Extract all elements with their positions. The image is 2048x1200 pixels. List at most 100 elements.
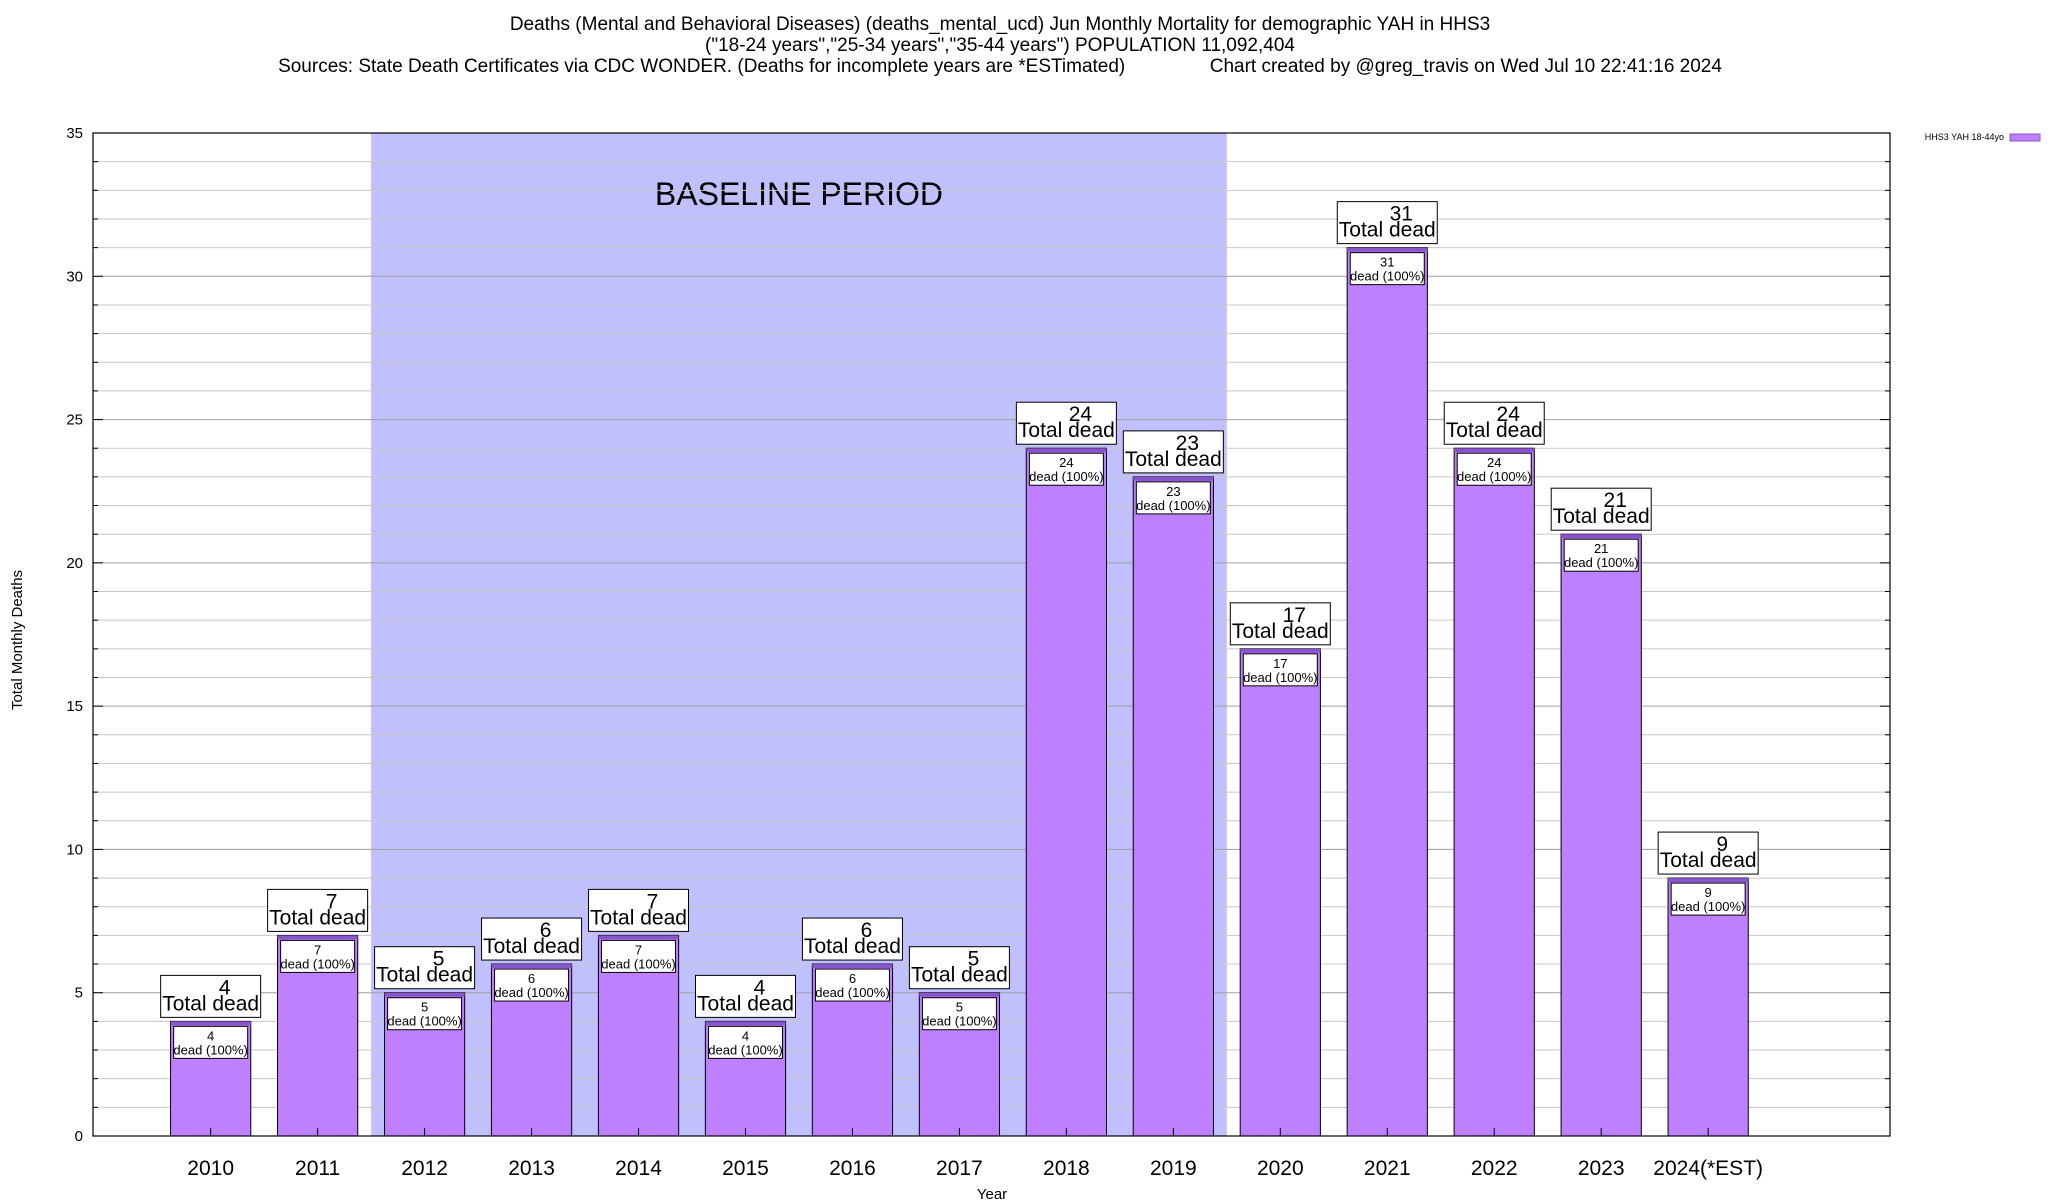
x-tick-label: 2020	[1257, 1157, 1304, 1180]
inner-label-box	[1563, 538, 1639, 572]
bar	[1560, 533, 1642, 1137]
baseline-period-label: BASELINE PERIOD	[655, 176, 943, 212]
total-label-value: 5	[433, 948, 445, 971]
total-label-text: Total dead	[1339, 219, 1436, 242]
total-label-value: 6	[540, 919, 552, 942]
bar	[1453, 447, 1535, 1137]
x-tick-label: 2014	[615, 1157, 662, 1180]
bar-top-segment	[491, 964, 572, 969]
y-axis-label: Total Monthly Deaths	[9, 570, 26, 710]
x-tick-label: 2017	[936, 1157, 983, 1180]
total-label-box	[1550, 487, 1652, 531]
total-label-text: Total dead	[590, 906, 687, 929]
total-label-value: 23	[1176, 432, 1199, 455]
bar-top-segment	[277, 935, 358, 940]
legend-label: HHS3 YAH 18-44yo	[1925, 132, 2004, 142]
inner-label-value: 6	[849, 971, 856, 986]
bar-top-segment	[812, 964, 893, 969]
total-label-value: 31	[1390, 203, 1413, 226]
inner-label-box	[1349, 252, 1425, 286]
inner-label-text: dead (100%)	[173, 1042, 247, 1057]
title-credit: Chart created by @greg_travis on Wed Jul…	[1209, 56, 1722, 77]
bar-top-segment	[1133, 476, 1214, 481]
inner-label-value: 31	[1380, 255, 1394, 270]
inner-label-text: dead (100%)	[1243, 670, 1317, 685]
inner-label-text: dead (100%)	[1136, 498, 1210, 513]
legend-swatch	[2009, 133, 2041, 142]
inner-label-text: dead (100%)	[1029, 469, 1103, 484]
inner-label-value: 4	[207, 1028, 214, 1043]
total-label-value: 7	[326, 890, 338, 913]
total-label-box	[588, 888, 690, 932]
x-tick-label: 2018	[1043, 1157, 1090, 1180]
total-label-text: Total dead	[804, 935, 901, 958]
x-tick-label: 2013	[508, 1157, 555, 1180]
bar-top-segment	[1347, 247, 1428, 252]
plot-frame	[92, 132, 1891, 1137]
x-tick-label: 2024(*EST)	[1653, 1157, 1763, 1180]
total-label-box	[481, 917, 583, 961]
bar-top-segment	[1240, 648, 1321, 653]
x-tick-label: 2021	[1364, 1157, 1411, 1180]
inner-label-box	[173, 1025, 249, 1059]
x-tick-label: 2022	[1471, 1157, 1518, 1180]
bar-top-segment	[705, 1021, 786, 1026]
x-tick-label: 2019	[1150, 1157, 1197, 1180]
total-label-text: Total dead	[697, 992, 794, 1015]
bar-top-segment	[1668, 878, 1749, 883]
bar-top-segment	[1561, 534, 1642, 539]
inner-label-value: 7	[635, 942, 642, 957]
inner-label-value: 5	[421, 1000, 428, 1015]
y-tick-label: 5	[75, 985, 83, 1002]
total-label-box	[694, 974, 796, 1018]
inner-label-text: dead (100%)	[922, 1014, 996, 1029]
x-tick-label: 2015	[722, 1157, 769, 1180]
x-tick-label: 2016	[829, 1157, 876, 1180]
bar-top-segment	[598, 935, 679, 940]
title-sources: Sources: State Death Certificates via CD…	[278, 56, 1126, 77]
inner-label-box	[280, 939, 356, 973]
total-label-value: 7	[647, 890, 659, 913]
bar-top-segment	[1026, 448, 1107, 453]
total-label-value: 21	[1604, 489, 1627, 512]
inner-label-box	[1456, 452, 1532, 486]
inner-label-box	[494, 968, 570, 1002]
total-label-box	[1657, 831, 1759, 875]
total-label-text: Total dead	[1660, 849, 1757, 872]
inner-label-value: 4	[742, 1028, 749, 1043]
inner-label-text: dead (100%)	[1671, 899, 1745, 914]
inner-label-value: 17	[1273, 656, 1287, 671]
total-label-box	[1015, 401, 1117, 445]
inner-label-box	[814, 968, 890, 1002]
inner-label-value: 5	[956, 1000, 963, 1015]
inner-label-value: 6	[528, 971, 535, 986]
total-label-text: Total dead	[376, 964, 473, 987]
inner-label-value: 24	[1487, 455, 1501, 470]
y-tick-label: 15	[66, 698, 83, 715]
title-line-3: Sources: State Death Certificates via CD…	[0, 56, 2000, 77]
inner-label-text: dead (100%)	[1350, 269, 1424, 284]
inner-label-text: dead (100%)	[815, 985, 889, 1000]
total-label-box	[908, 946, 1010, 990]
total-label-text: Total dead	[162, 992, 259, 1015]
inner-label-box	[1242, 653, 1318, 687]
inner-label-text: dead (100%)	[387, 1014, 461, 1029]
bar-top-segment	[384, 992, 465, 997]
total-label-value: 24	[1497, 403, 1521, 426]
y-tick-label: 0	[75, 1128, 83, 1145]
total-label-value: 6	[861, 919, 873, 942]
inner-label-value: 23	[1166, 484, 1180, 499]
total-label-text: Total dead	[483, 935, 580, 958]
bar-top-segment	[919, 992, 1000, 997]
inner-label-box	[1670, 882, 1746, 916]
total-label-text: Total dead	[911, 964, 1008, 987]
inner-label-box	[921, 997, 997, 1031]
y-tick-label: 10	[66, 841, 83, 858]
bar-top-segment	[170, 1021, 251, 1026]
inner-label-text: dead (100%)	[708, 1042, 782, 1057]
x-tick-label: 2012	[401, 1157, 448, 1180]
inner-label-text: dead (100%)	[494, 985, 568, 1000]
total-label-box	[1229, 602, 1331, 646]
bar	[1239, 648, 1321, 1137]
